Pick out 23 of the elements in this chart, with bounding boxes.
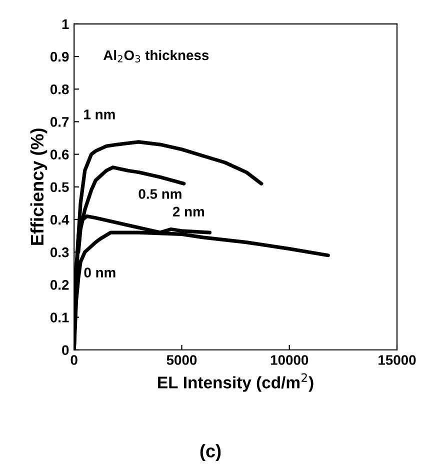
y-tick-label: 0.4 <box>50 214 70 225</box>
series-label: 0.5 nm <box>138 189 182 199</box>
y-tick-label: 0.7 <box>50 117 69 127</box>
x-tick-label: 5000 <box>166 355 197 365</box>
x-tick-label: 0 <box>70 355 78 365</box>
series-label: 0 nm <box>84 268 116 278</box>
annotation: Al$_{2}$O$_{3}$ thickness <box>104 50 209 62</box>
series-label: 1 nm <box>84 110 115 120</box>
y-tick-label: 0.1 <box>50 312 69 322</box>
y-tick-label: 0.8 <box>50 84 69 94</box>
text: (c) <box>200 444 221 461</box>
series-label: 2 nm <box>172 206 204 216</box>
x-axis-title: EL Intensity (cd/m$^{2}$) <box>158 373 314 392</box>
x-tick-label: 10000 <box>270 355 308 365</box>
x-tick-label: 15000 <box>378 355 416 365</box>
y-tick-label: 0.9 <box>50 52 69 62</box>
y-tick-label: 0.6 <box>50 150 69 160</box>
y-tick-label: 0 <box>62 345 69 356</box>
y-axis-title: Efficiency (%) <box>30 128 48 245</box>
y-tick-label: 0.2 <box>50 280 69 290</box>
y-tick-label: 0.5 <box>50 182 69 192</box>
y-tick-label: 1 <box>62 19 69 29</box>
y-tick-label: 0.3 <box>50 247 69 258</box>
